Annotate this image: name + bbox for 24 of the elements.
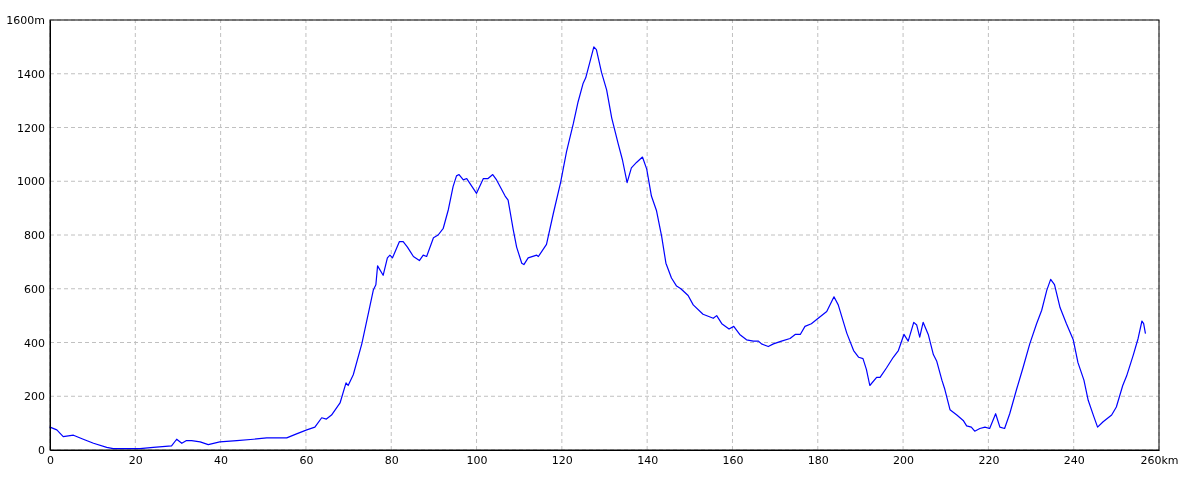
x-tick-label: 60 bbox=[299, 453, 314, 467]
x-tick-label: 220 bbox=[978, 453, 1000, 467]
y-tick-label: 600 bbox=[24, 282, 45, 296]
x-tick-label: 100 bbox=[466, 453, 488, 467]
x-tick-label: 0 bbox=[47, 453, 54, 467]
x-tick-label: 240 bbox=[1063, 453, 1085, 467]
x-tick-label: 260km bbox=[1140, 453, 1179, 467]
x-tick-label: 200 bbox=[893, 453, 915, 467]
y-tick-label: 0 bbox=[38, 444, 45, 458]
y-tick-label: 400 bbox=[24, 336, 45, 350]
x-tick-label: 80 bbox=[384, 453, 399, 467]
y-tick-label: 1200 bbox=[17, 121, 45, 135]
y-tick-label: 1000 bbox=[17, 175, 45, 189]
y-tick-label: 1400 bbox=[17, 67, 45, 81]
x-tick-label: 120 bbox=[551, 453, 573, 467]
x-tick-label: 40 bbox=[214, 453, 229, 467]
y-tick-label: 1600m bbox=[6, 14, 45, 28]
x-tick-label: 160 bbox=[722, 453, 744, 467]
x-tick-label: 140 bbox=[637, 453, 659, 467]
x-tick-label: 20 bbox=[128, 453, 143, 467]
y-tick-label: 200 bbox=[24, 390, 45, 404]
line-series bbox=[49, 46, 1146, 450]
y-tick-label: 800 bbox=[24, 229, 45, 243]
x-tick-label: 180 bbox=[807, 453, 829, 467]
